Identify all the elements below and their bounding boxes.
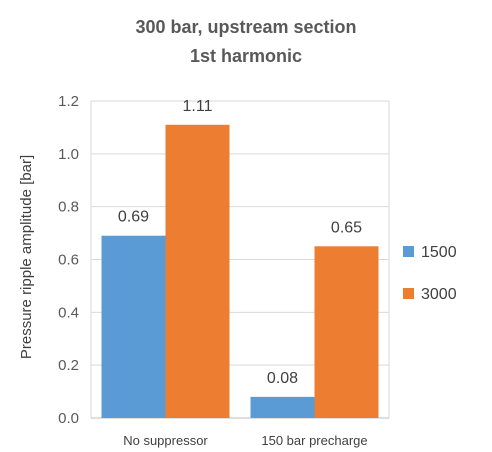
data-label: 1.11 [183, 98, 213, 115]
y-tick-label: 0.6 [58, 252, 79, 269]
bar-1500-1 [250, 396, 315, 418]
category-labels: No suppressor 150 bar precharge [123, 433, 367, 448]
data-label: 0.65 [331, 219, 362, 236]
category-label: 150 bar precharge [261, 433, 367, 448]
y-tick-label: 1.2 [58, 93, 79, 110]
legend: 1500 3000 [403, 244, 457, 303]
y-tick-label: 0.8 [58, 199, 79, 216]
bar-1500-0 [101, 235, 166, 418]
data-labels: 0.69 1.11 0.08 0.65 [118, 98, 362, 387]
category-label: No suppressor [123, 433, 208, 448]
chart-title-line-1: 300 bar, upstream section [135, 17, 356, 37]
y-tick-label: 0.0 [58, 410, 79, 427]
y-tick-label: 0.2 [58, 357, 79, 374]
y-axis-ticks: 0.0 0.2 0.4 0.6 0.8 1.0 1.2 [58, 93, 79, 427]
y-axis-label: Pressure ripple amplitude [bar] [18, 155, 35, 359]
y-tick-label: 1.0 [58, 146, 79, 163]
legend-label: 3000 [421, 286, 457, 303]
legend-swatch-3000 [403, 288, 414, 299]
legend-swatch-1500 [403, 246, 414, 257]
data-label: 0.08 [267, 370, 298, 387]
bar-3000-1 [314, 246, 379, 418]
bar-3000-0 [165, 124, 230, 419]
bars [101, 124, 379, 419]
y-tick-label: 0.4 [58, 304, 79, 321]
data-label: 0.69 [118, 209, 149, 226]
legend-label: 1500 [421, 244, 457, 261]
chart-title-line-2: 1st harmonic [190, 46, 302, 66]
